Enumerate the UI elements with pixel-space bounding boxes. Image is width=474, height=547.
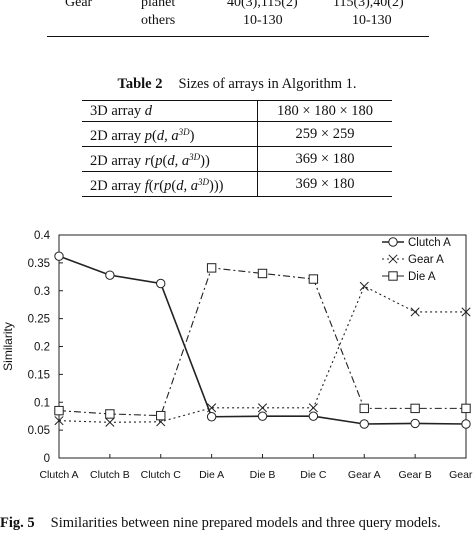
top-table-fragment: Gear planet 40(3),115(2) 115(3),40(2) ot… — [0, 0, 474, 42]
y-tick-label: 0.3 — [34, 286, 50, 298]
y-tick-label: 0.1 — [34, 397, 50, 409]
series-line — [58, 285, 466, 423]
data-point-x — [461, 307, 471, 317]
data-point-circle — [359, 419, 369, 429]
x-tick-label: Gear B — [398, 469, 431, 481]
table-cell-value: 369 × 180 — [257, 146, 392, 172]
table-row: 2D array p(d, a3D) 259 × 259 — [82, 121, 392, 147]
y-tick-label: 0.2 — [34, 342, 50, 354]
top-table-cell: 10-130 — [243, 13, 283, 28]
data-point-square — [105, 409, 115, 419]
series-die-a — [54, 263, 471, 421]
x-tick-label: Die A — [199, 469, 224, 481]
x-marker-stroke — [105, 417, 115, 427]
data-point-circle — [461, 419, 471, 429]
table-bottom-rule — [47, 36, 429, 37]
table2: 3D array d 180 × 180 × 180 2D array p(d,… — [82, 100, 392, 197]
x-marker-stroke — [461, 307, 471, 317]
y-tick-label: 0.4 — [34, 230, 51, 242]
data-point-x — [207, 403, 217, 413]
top-table-cell: planet — [141, 0, 176, 10]
y-tick-label: 0.05 — [28, 425, 50, 437]
data-point-circle — [54, 251, 64, 261]
x-marker-stroke — [257, 403, 268, 413]
data-point-circle — [410, 418, 420, 429]
chart-series — [54, 251, 471, 429]
data-point-x — [257, 403, 268, 413]
x-marker-stroke — [308, 403, 318, 413]
data-point-square — [54, 405, 64, 416]
table-cell-value: 259 × 259 — [257, 121, 392, 147]
x-tick-label: Die C — [300, 469, 327, 481]
data-point-square — [410, 403, 420, 414]
top-table-cell: Gear — [65, 0, 93, 10]
x-marker-stroke — [54, 416, 64, 426]
chart-legend: Clutch A Gear A Die A — [382, 237, 451, 283]
table-row: 2D array f(r(p(d, a3D))) 369 × 180 — [82, 171, 392, 197]
figure-caption-text: Similarities between nine prepared model… — [50, 515, 441, 531]
y-axis-label: Similarity — [1, 322, 15, 371]
series-gear-a — [54, 281, 471, 427]
table2-label: Table 2 — [117, 76, 163, 92]
x-marker-stroke — [359, 281, 369, 291]
data-point-circle — [388, 237, 398, 247]
y-tick-label: 0.25 — [28, 314, 50, 326]
y-tick-label: 0 — [44, 453, 50, 465]
data-point-x — [105, 417, 115, 427]
table-cell-value: 369 × 180 — [257, 171, 392, 197]
x-tick-label: Clutch C — [141, 469, 182, 481]
data-point-x — [308, 403, 318, 413]
table2-title: Sizes of arrays in Algorithm 1. — [178, 76, 357, 92]
data-point-x — [54, 416, 64, 426]
x-tick-label: Clutch B — [90, 469, 130, 481]
x-marker-stroke — [388, 254, 398, 264]
top-table-cell: others — [141, 13, 176, 28]
data-point-square — [359, 403, 369, 414]
x-tick-label: Gear C — [449, 469, 474, 481]
data-point-circle — [308, 411, 319, 421]
x-marker-stroke — [207, 403, 217, 413]
figure-caption: Fig. 5 Similarities between nine prepared… — [0, 514, 474, 532]
data-point-square — [388, 271, 398, 281]
data-point-circle — [206, 412, 217, 422]
data-point-square — [308, 274, 319, 284]
x-marker-stroke — [410, 307, 420, 317]
table-cell-name: 2D array r(p(d, a3D)) — [82, 146, 258, 172]
plot-frame — [58, 234, 467, 459]
x-tick-label: Gear A — [348, 469, 381, 481]
series-line — [58, 255, 467, 425]
y-tick-label: 0.15 — [28, 369, 50, 381]
data-point-square — [156, 410, 166, 421]
data-point-x — [359, 281, 369, 291]
data-point-circle — [257, 411, 268, 421]
data-point-circle — [156, 278, 166, 289]
table-cell-name: 2D array p(d, a3D) — [82, 121, 258, 147]
series-line — [58, 267, 466, 417]
data-point-circle — [105, 270, 115, 280]
table-row: 3D array d 180 × 180 × 180 — [82, 100, 392, 122]
legend-label: Clutch A — [408, 237, 451, 249]
data-point-square — [257, 268, 268, 279]
x-tick-label: Die B — [250, 469, 276, 481]
legend-label: Gear A — [408, 254, 444, 266]
data-point-x — [388, 254, 398, 264]
table-cell-name: 2D array f(r(p(d, a3D))) — [82, 171, 258, 197]
top-table-cell: 115(3),40(2) — [333, 0, 404, 10]
y-tick-label: 0.35 — [28, 258, 50, 270]
top-table-cell: 10-130 — [352, 13, 392, 28]
series-clutch-a — [54, 251, 471, 429]
legend-label: Die A — [408, 271, 436, 283]
table-row: 2D array r(p(d, a3D)) 369 × 180 — [82, 146, 392, 172]
table-cell-name: 3D array d — [82, 100, 258, 122]
table2-caption: Table 2 Sizes of arrays in Algorithm 1. — [0, 76, 474, 93]
table-cell-value: 180 × 180 × 180 — [257, 100, 392, 122]
x-tick-label: Clutch A — [39, 469, 78, 481]
figure-label: Fig. 5 — [0, 515, 35, 531]
data-point-square — [206, 263, 217, 273]
data-point-x — [410, 307, 420, 317]
top-table-cell: 40(3),115(2) — [227, 0, 298, 10]
data-point-square — [461, 403, 471, 414]
